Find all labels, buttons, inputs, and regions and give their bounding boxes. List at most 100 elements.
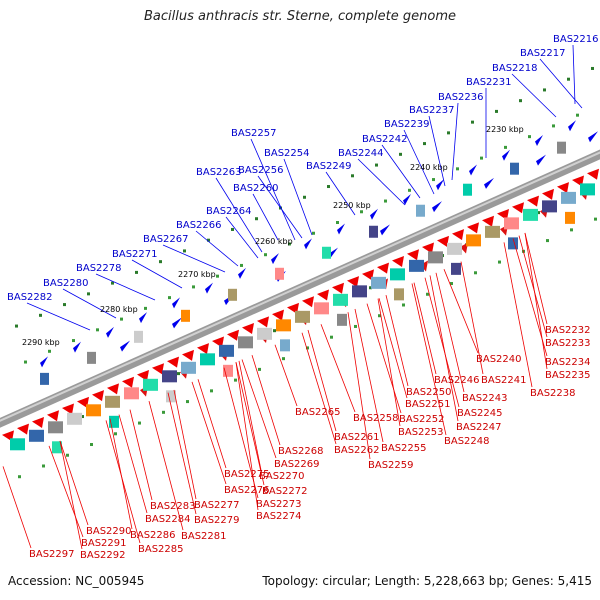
- lower-gene-label: BAS2297: [29, 549, 75, 560]
- lower-gene-label: BAS2286: [130, 530, 176, 541]
- upper-gene-label: BAS2280: [43, 278, 89, 289]
- reverse-gene-arrow: [182, 349, 194, 361]
- reverse-gene-arrow: [437, 235, 449, 247]
- label-leader: [251, 354, 281, 446]
- feature-box: [48, 421, 63, 434]
- reverse-gene-arrow: [497, 209, 509, 221]
- forward-gene-arrow: [106, 326, 114, 338]
- forward-gene-arrow: [436, 179, 444, 191]
- reverse-gene-arrow: [347, 276, 359, 288]
- gene-features: [2, 120, 599, 454]
- label-leader: [235, 362, 259, 511]
- label-leader: [411, 283, 447, 436]
- lower-gene-label: BAS2247: [456, 422, 502, 433]
- label-leader: [62, 288, 117, 319]
- feature-box: [508, 237, 518, 250]
- tick-dot: [471, 120, 474, 124]
- upper-gene-label: BAS2239: [384, 119, 430, 130]
- upper-gene-label: BAS2237: [409, 105, 455, 116]
- lower-gene-label: BAS2251: [405, 399, 451, 410]
- tick-dot: [351, 174, 354, 178]
- gene-labels: BAS2216 BAS2217 BAS2218 BAS2231 BAS2236 BAS22…: [7, 34, 599, 561]
- label-leader: [252, 193, 279, 241]
- label-leader: [424, 277, 460, 408]
- tick-dot: [192, 285, 195, 289]
- feature-box: [143, 378, 158, 391]
- lower-gene-label: BAS2268: [278, 446, 324, 457]
- forward-gene-arrow: [484, 177, 494, 189]
- tick-dot: [456, 167, 459, 171]
- reverse-gene-arrow: [257, 316, 269, 328]
- lower-gene-label: BAS2273: [256, 499, 302, 510]
- tick-dot: [591, 66, 594, 70]
- feature-box: [322, 246, 331, 259]
- tick-dot: [210, 389, 213, 393]
- reverse-gene-arrow: [122, 376, 134, 388]
- tick-dot: [447, 131, 450, 135]
- feature-box: [228, 288, 237, 301]
- lower-gene-label: BAS2241: [481, 375, 527, 386]
- kbp-tick-label: 2250 kbp: [333, 201, 371, 210]
- feature-box: [352, 285, 367, 298]
- reverse-gene-arrow: [302, 296, 314, 308]
- reverse-gene-arrow: [407, 249, 419, 261]
- tick-dot: [378, 314, 381, 318]
- reverse-gene-arrow: [47, 410, 59, 422]
- kbp-tick-label: 2280 kbp: [100, 305, 138, 314]
- tick-dot: [543, 88, 546, 92]
- forward-gene-arrow: [238, 267, 246, 279]
- tick-dot: [66, 453, 69, 457]
- label-leader: [148, 401, 184, 531]
- tick-dot: [519, 99, 522, 103]
- label-leader: [59, 440, 89, 526]
- label-leader: [59, 440, 83, 550]
- forward-gene-arrow: [205, 282, 213, 294]
- tick-dot: [360, 210, 363, 214]
- upper-gene-label: BAS2266: [176, 220, 222, 231]
- feature-box: [333, 293, 348, 306]
- tick-dot: [432, 178, 435, 182]
- label-leader: [413, 282, 437, 375]
- feature-box: [29, 429, 44, 442]
- lower-gene-label: BAS2283: [150, 501, 196, 512]
- upper-gene-label: BAS2257: [231, 128, 277, 139]
- feature-box: [504, 217, 519, 230]
- tick-dot: [552, 124, 555, 128]
- label-leader: [503, 242, 533, 388]
- forward-gene-arrow: [172, 317, 182, 329]
- lower-gene-label: BAS2258: [353, 413, 399, 424]
- tick-dot: [423, 142, 426, 146]
- label-leader: [443, 269, 479, 354]
- label-leader: [225, 216, 259, 259]
- feature-box: [219, 344, 234, 357]
- tick-dot: [327, 185, 330, 189]
- upper-gene-label: BAS2244: [338, 148, 384, 159]
- label-leader: [95, 273, 156, 301]
- label-leader: [173, 389, 197, 500]
- label-leader: [195, 230, 239, 267]
- forward-gene-arrow: [502, 149, 510, 161]
- label-leader: [241, 359, 277, 459]
- label-leader: [347, 312, 371, 460]
- tick-dot: [330, 335, 333, 339]
- upper-gene-label: BAS2263: [196, 167, 242, 178]
- tick-dot: [546, 239, 549, 243]
- tick-dot: [138, 421, 141, 425]
- tick-dot: [183, 249, 186, 253]
- lower-gene-label: BAS2255: [381, 443, 427, 454]
- tick-dot: [594, 217, 597, 221]
- feature-box: [557, 141, 566, 154]
- lower-gene-label: BAS2248: [444, 436, 490, 447]
- feature-box: [447, 242, 462, 255]
- tick-dot: [402, 303, 405, 307]
- lower-gene-label: BAS2243: [462, 393, 508, 404]
- upper-gene-label: BAS2218: [492, 63, 538, 74]
- lower-gene-label: BAS2240: [476, 354, 522, 365]
- forward-gene-arrow: [536, 154, 546, 166]
- label-leader: [48, 445, 84, 538]
- tick-dot: [159, 260, 162, 264]
- feature-box: [451, 262, 461, 275]
- feature-box: [134, 330, 143, 343]
- tick-dot: [72, 339, 75, 343]
- feature-box: [124, 387, 139, 400]
